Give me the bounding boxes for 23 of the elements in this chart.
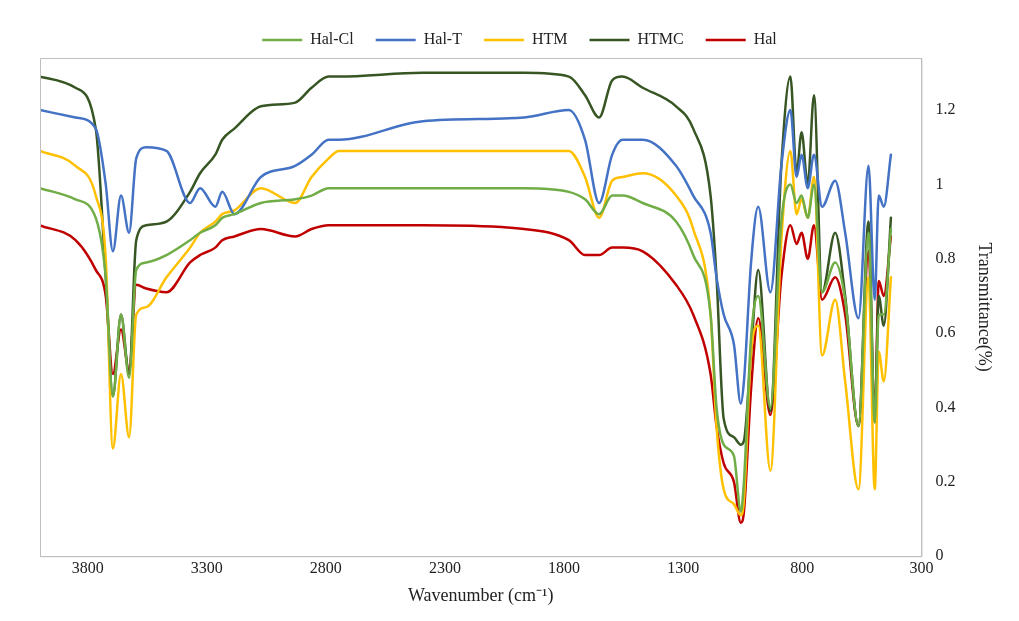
y-tick-label: 0.4 bbox=[935, 397, 956, 415]
x-tick-label: 300 bbox=[909, 559, 934, 576]
x-axis-title: Wavenumber (cm⁻¹) bbox=[408, 584, 554, 606]
y-axis-title: Transmittance(%) bbox=[974, 242, 996, 372]
x-tick-label: 3300 bbox=[190, 559, 223, 576]
legend-label: HTMC bbox=[637, 30, 684, 48]
y-tick-label: 0.6 bbox=[935, 323, 956, 341]
y-tick-label: 1 bbox=[935, 174, 944, 192]
y-tick-label: 0.8 bbox=[935, 248, 956, 266]
y-tick-label: 1.2 bbox=[935, 100, 956, 118]
x-tick-label: 800 bbox=[790, 559, 815, 576]
legend-label: Hal-Cl bbox=[310, 30, 355, 48]
legend-label: HTM bbox=[531, 30, 568, 48]
legend-label: Hal-T bbox=[423, 30, 463, 48]
x-tick-label: 1300 bbox=[667, 559, 700, 576]
line-series bbox=[40, 108, 893, 406]
x-tick-label: 1800 bbox=[548, 559, 581, 576]
legend-label: Hal bbox=[753, 30, 778, 48]
x-tick-label: 3800 bbox=[71, 559, 104, 576]
x-tick-label: 2800 bbox=[309, 559, 342, 576]
y-tick-label: 0.2 bbox=[935, 472, 956, 490]
x-tick-label: 2300 bbox=[428, 559, 461, 576]
y-tick-label: 0 bbox=[935, 546, 944, 564]
